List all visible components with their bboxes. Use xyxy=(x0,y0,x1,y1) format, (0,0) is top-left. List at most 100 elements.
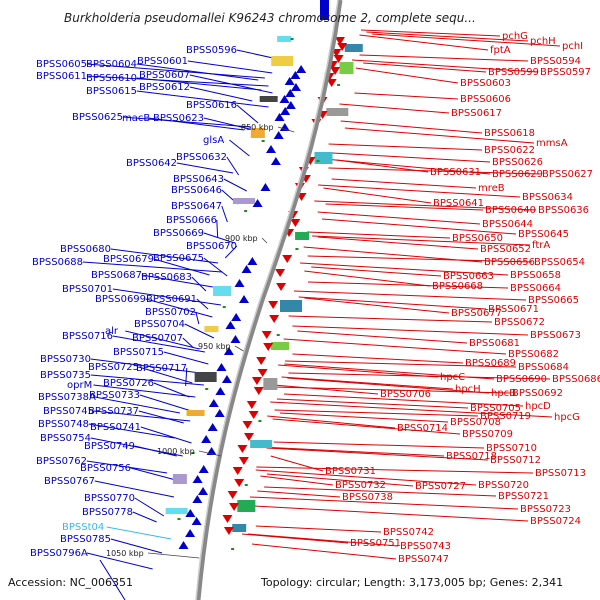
right-gene-label[interactable]: BPSS0742 xyxy=(383,527,434,538)
gene-feature-band[interactable] xyxy=(277,36,292,42)
left-gene-label[interactable]: BPSS0680 xyxy=(60,244,111,255)
right-gene-label[interactable]: BPSS0652 xyxy=(480,244,531,255)
right-gene-label[interactable]: BPSS0751 xyxy=(350,538,401,549)
reverse-gene-arrow[interactable] xyxy=(242,421,253,429)
right-gene-label[interactable]: BPSS0654 xyxy=(534,257,585,268)
reverse-gene-arrow[interactable] xyxy=(276,283,287,291)
forward-gene-arrow[interactable] xyxy=(192,495,203,503)
right-gene-label[interactable]: ftrA xyxy=(532,240,550,251)
reverse-gene-arrow[interactable] xyxy=(257,369,268,377)
forward-gene-arrow[interactable] xyxy=(208,399,219,407)
forward-gene-arrow[interactable] xyxy=(266,145,276,153)
forward-gene-arrow[interactable] xyxy=(285,89,296,97)
reverse-gene-arrow[interactable] xyxy=(333,55,344,63)
forward-gene-arrow[interactable] xyxy=(207,423,218,431)
right-gene-label[interactable]: BPSS0671 xyxy=(488,304,539,315)
left-gene-label[interactable]: BPSS0702 xyxy=(145,307,196,318)
forward-gene-arrow[interactable] xyxy=(296,65,307,73)
right-gene-label[interactable]: BPSS0617 xyxy=(451,108,502,119)
left-gene-label[interactable]: BPSS0745 xyxy=(43,406,94,417)
forward-gene-arrow[interactable] xyxy=(273,131,284,139)
reverse-gene-arrow[interactable] xyxy=(337,43,348,51)
reverse-gene-arrow[interactable] xyxy=(261,331,272,339)
reverse-gene-arrow[interactable] xyxy=(223,527,234,535)
right-gene-label[interactable]: BPSS0682 xyxy=(508,349,559,360)
left-gene-label[interactable]: BPSS0767 xyxy=(44,476,95,487)
gene-feature-band[interactable] xyxy=(271,56,294,66)
reverse-gene-arrow[interactable] xyxy=(253,387,264,395)
forward-gene-arrow[interactable] xyxy=(279,95,290,103)
forward-gene-arrow[interactable] xyxy=(178,541,189,549)
right-gene-label[interactable]: BPSS0723 xyxy=(520,504,571,515)
right-gene-label[interactable]: BPSS0640 xyxy=(485,205,536,216)
left-gene-label[interactable]: alr xyxy=(105,326,119,337)
reverse-gene-arrow[interactable] xyxy=(246,401,257,409)
reverse-gene-arrow[interactable] xyxy=(326,79,337,87)
gene-feature-band[interactable] xyxy=(271,342,290,350)
left-gene-label[interactable]: BPSS0785 xyxy=(60,534,111,545)
left-gene-label[interactable]: BPSS0726 xyxy=(103,378,154,389)
right-gene-label[interactable]: pchH xyxy=(530,36,556,47)
forward-gene-arrow[interactable] xyxy=(223,347,234,355)
left-gene-label[interactable]: BPSS0748 xyxy=(38,419,89,430)
reverse-gene-arrow[interactable] xyxy=(238,457,249,465)
right-gene-label[interactable]: BPSS0690 xyxy=(496,374,547,385)
right-gene-label[interactable]: BPSS0618 xyxy=(484,128,535,139)
right-gene-label[interactable]: BPSS0709 xyxy=(462,429,513,440)
left-gene-label[interactable]: BPSS0643 xyxy=(173,174,224,185)
right-gene-label[interactable]: BPSS0731 xyxy=(325,466,376,477)
left-gene-label[interactable]: BPSS0749 xyxy=(84,441,135,452)
reverse-gene-arrow[interactable] xyxy=(269,315,280,323)
forward-gene-arrow[interactable] xyxy=(284,77,295,85)
left-gene-label[interactable]: macB xyxy=(122,113,150,124)
forward-gene-arrow[interactable] xyxy=(214,409,225,417)
right-gene-label[interactable]: mmsA xyxy=(536,138,568,149)
right-gene-label[interactable]: BPSS0663 xyxy=(443,271,494,282)
forward-gene-arrow[interactable] xyxy=(241,265,252,273)
gene-feature-band[interactable] xyxy=(344,44,363,52)
right-gene-label[interactable]: BPSS0743 xyxy=(400,541,451,552)
forward-gene-arrow[interactable] xyxy=(230,335,241,343)
gene-feature-band[interactable] xyxy=(259,96,278,102)
forward-gene-arrow[interactable] xyxy=(252,199,263,207)
left-gene-label[interactable]: BPSS0623 xyxy=(153,113,204,124)
left-gene-label[interactable]: glsA xyxy=(203,135,224,146)
right-gene-label[interactable]: BPSS0627 xyxy=(542,169,593,180)
right-gene-label[interactable]: BPSS0636 xyxy=(538,205,589,216)
left-gene-label[interactable]: BPSS0796A xyxy=(30,548,88,559)
gene-feature-band[interactable] xyxy=(186,410,205,416)
reverse-gene-arrow[interactable] xyxy=(290,219,301,227)
left-gene-label[interactable]: BPSS0737 xyxy=(88,406,139,417)
left-gene-label[interactable]: BPSS0730 xyxy=(40,354,91,365)
right-gene-label[interactable]: BPSS0681 xyxy=(469,338,520,349)
right-gene-label[interactable]: BPSS0594 xyxy=(530,56,581,67)
right-gene-label[interactable]: BPSS0658 xyxy=(510,270,561,281)
right-gene-label[interactable]: BPSS0706 xyxy=(380,389,431,400)
gene-feature-band[interactable] xyxy=(172,474,187,484)
gene-feature-band[interactable] xyxy=(280,300,302,312)
right-gene-label[interactable]: BPSS0606 xyxy=(460,94,511,105)
right-gene-label[interactable]: hpcD xyxy=(525,401,551,412)
right-gene-label[interactable]: BPSS0689 xyxy=(465,358,516,369)
left-gene-label[interactable]: BPSS0716 xyxy=(62,331,113,342)
reverse-gene-arrow[interactable] xyxy=(243,433,254,441)
left-gene-label[interactable]: BPSS0733 xyxy=(89,390,140,401)
forward-gene-arrow[interactable] xyxy=(191,517,202,525)
forward-gene-arrow[interactable] xyxy=(285,101,296,109)
right-gene-label[interactable]: BPSS0650 xyxy=(452,233,503,244)
left-gene-label[interactable]: BPSS0683 xyxy=(141,272,192,283)
forward-gene-arrow[interactable] xyxy=(280,107,291,115)
forward-gene-arrow[interactable] xyxy=(231,313,242,321)
left-gene-label[interactable]: BPSS0601 xyxy=(137,56,188,67)
right-gene-label[interactable]: BPSS0727 xyxy=(415,481,466,492)
left-gene-label[interactable]: BPSSt04 xyxy=(62,522,104,533)
gene-feature-band[interactable] xyxy=(194,372,217,382)
left-gene-label[interactable]: BPSS0741 xyxy=(90,422,141,433)
right-gene-label[interactable]: BPSS0629 xyxy=(492,169,543,180)
right-gene-label[interactable]: pchI xyxy=(562,41,583,52)
right-gene-label[interactable]: BPSS0641 xyxy=(433,198,484,209)
left-gene-label[interactable]: BPSS0707 xyxy=(132,333,183,344)
right-gene-label[interactable]: BPSS0747 xyxy=(398,554,449,565)
right-gene-label[interactable]: BPSS0732 xyxy=(335,480,386,491)
forward-gene-arrow[interactable] xyxy=(198,465,209,473)
